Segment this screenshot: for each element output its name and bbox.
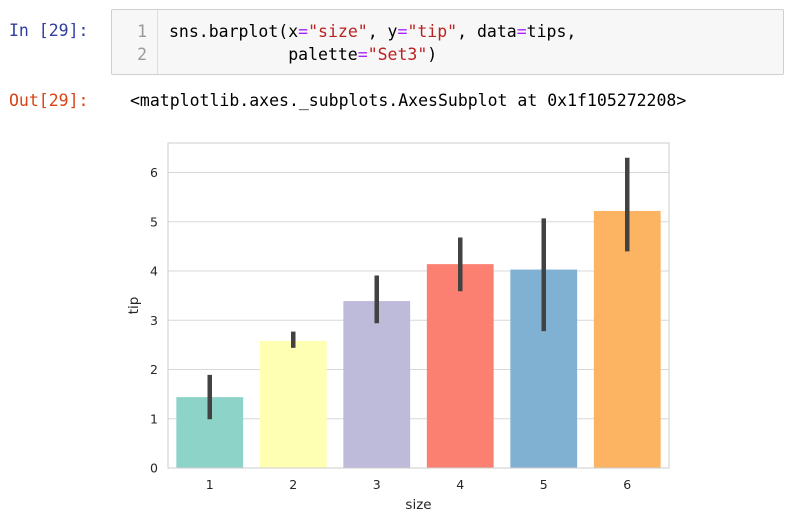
code-token: sns.barplot(x [169, 22, 299, 41]
code-operator-token: = [397, 22, 408, 41]
y-tick-label: 1 [150, 411, 158, 426]
error-bars [207, 157, 630, 420]
code-token: , data [457, 22, 517, 41]
bar [593, 210, 661, 469]
axes-frame [167, 142, 670, 469]
code-token: palette [169, 45, 358, 64]
x-tick-label: 4 [456, 477, 464, 492]
y-tick-label: 5 [150, 214, 158, 229]
x-tick-label: 2 [289, 477, 297, 492]
x-tick-label: 6 [623, 477, 631, 492]
y-tick-label: 4 [150, 264, 158, 279]
y-tick-label: 6 [150, 165, 158, 180]
bar [426, 264, 494, 468]
x-tick-label: 5 [540, 477, 548, 492]
x-tick-label: 1 [206, 477, 214, 492]
code-string-token: "Set3" [367, 45, 428, 64]
x-tick-labels: 1 2 3 4 5 6 [206, 477, 632, 492]
code-operator-token: = [357, 45, 368, 64]
y-tick-label: 0 [150, 461, 158, 476]
line-number-gutter: 1 2 [112, 10, 158, 74]
code-token: tips, [526, 22, 577, 41]
code-operator-token: = [516, 22, 527, 41]
y-tick-label: 2 [150, 362, 158, 377]
code-token: ) [427, 45, 438, 64]
x-axis-label: size [405, 497, 431, 513]
output-text: <matplotlib.axes._subplots.AxesSubplot a… [130, 91, 687, 110]
bars [176, 210, 661, 469]
code-operator-token: = [298, 22, 309, 41]
code-line-1[interactable]: sns.barplot(x="size", y="tip", data=tips… [169, 22, 576, 41]
output-prompt: Out[29]: [9, 91, 89, 110]
y-tick-label: 3 [150, 313, 158, 328]
input-prompt: In [29]: [9, 21, 89, 40]
code-string-token: "size" [308, 22, 368, 41]
line-number: 1 [137, 22, 147, 41]
code-token: , y [367, 22, 398, 41]
y-tick-labels: 0 1 2 3 4 5 6 [150, 165, 158, 475]
code-cell[interactable]: 1 2 sns.barplot(x="size", y="tip", data=… [111, 9, 784, 75]
line-number: 2 [137, 45, 147, 64]
x-tick-label: 3 [373, 477, 381, 492]
y-axis-label: tip [126, 297, 142, 315]
bar [259, 340, 327, 468]
code-string-token: "tip" [407, 22, 458, 41]
bar [343, 301, 411, 468]
code-line-2[interactable]: palette="Set3") [169, 45, 437, 64]
